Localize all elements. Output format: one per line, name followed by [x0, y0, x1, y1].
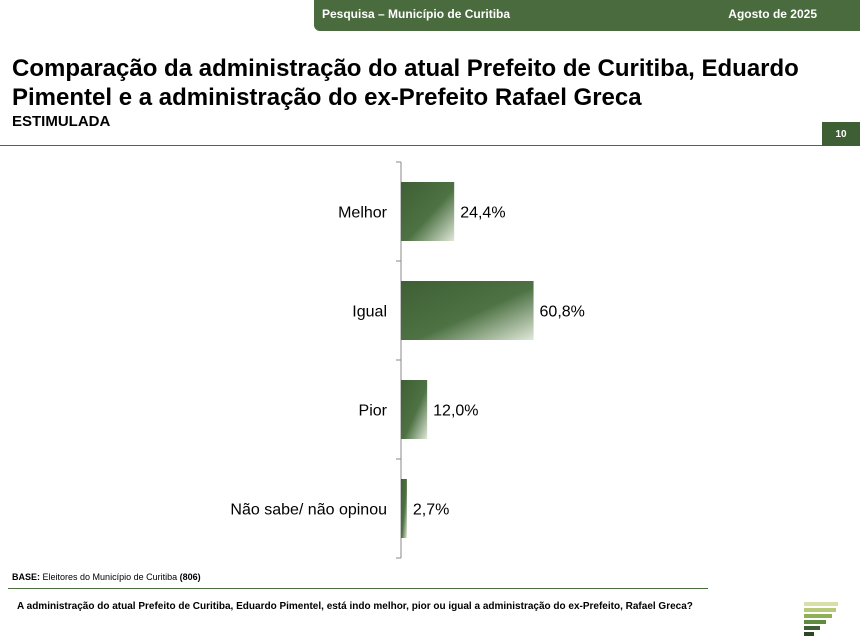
- data-label: 60,8%: [540, 304, 585, 321]
- base-note-count: (806): [179, 572, 201, 582]
- category-label: Melhor: [338, 205, 388, 222]
- data-label: 2,7%: [413, 502, 449, 519]
- bar-0: [401, 182, 455, 241]
- bar-3: [401, 479, 407, 538]
- base-note-label: BASE:: [12, 572, 41, 582]
- page-title: Comparação da administração do atual Pre…: [12, 55, 799, 111]
- page-number-badge: 10: [822, 122, 860, 146]
- footer-divider: [8, 588, 708, 589]
- base-note-text: Eleitores do Município de Curitiba: [42, 572, 178, 582]
- chart-plot-area: Melhor 24,4% Igual 60,8% Pior 12,0% Não sabe/ …: [230, 161, 585, 559]
- survey-date: Agosto de 2025: [728, 7, 817, 21]
- bar-2: [401, 380, 428, 439]
- survey-label: Pesquisa – Município de Curitiba: [322, 7, 511, 21]
- brand-logo: [804, 602, 838, 636]
- bar-1: [401, 281, 534, 340]
- category-label: Não sabe/ não opinou: [230, 502, 387, 519]
- survey-question: A administração do atual Prefeito de Cur…: [17, 601, 693, 612]
- header-divider: [0, 145, 822, 146]
- header-bar: [314, 0, 860, 31]
- page-subtitle: ESTIMULADA: [12, 113, 111, 130]
- data-label: 24,4%: [460, 205, 505, 222]
- base-note: BASE: Eleitores do Município de Curitiba…: [12, 572, 201, 582]
- data-label: 12,0%: [433, 403, 478, 420]
- category-label: Pior: [359, 403, 388, 420]
- category-label: Igual: [352, 304, 387, 321]
